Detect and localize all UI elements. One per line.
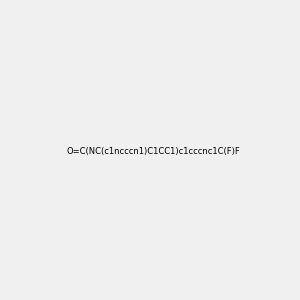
Text: O=C(NC(c1ncccn1)C1CC1)c1cccnc1C(F)F: O=C(NC(c1ncccn1)C1CC1)c1cccnc1C(F)F <box>67 147 241 156</box>
